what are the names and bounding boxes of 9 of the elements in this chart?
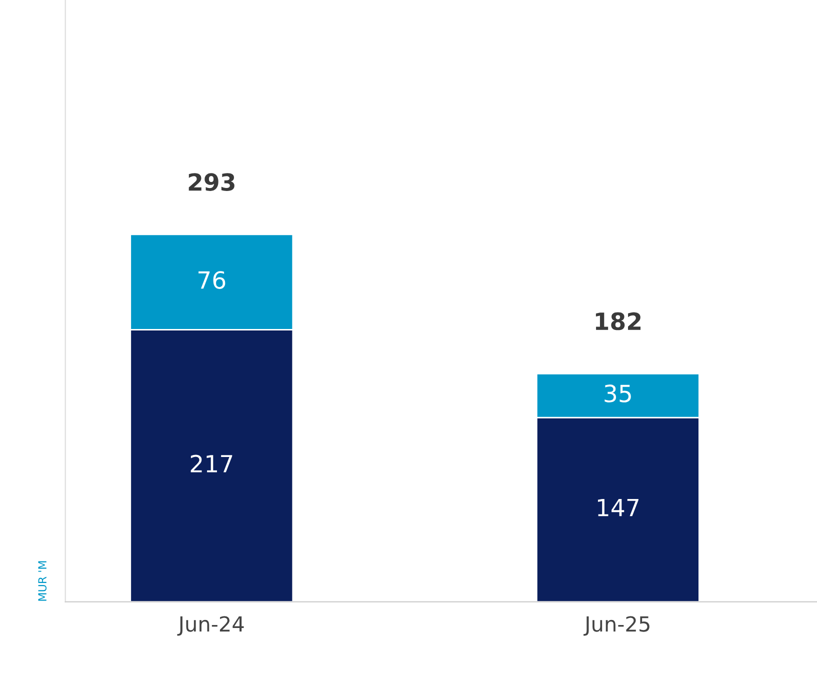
- y-axis-title: MUR 'M: [38, 561, 47, 601]
- total-label: 293: [188, 173, 234, 191]
- data-label: 76: [198, 271, 226, 289]
- x-tick-label: Jun-24: [177, 616, 244, 636]
- x-tick-label: Jun-25: [584, 616, 650, 636]
- data-label: 35: [604, 384, 631, 402]
- total-label: 182: [596, 312, 641, 330]
- data-label: 217: [190, 454, 232, 472]
- data-label: 147: [598, 498, 638, 516]
